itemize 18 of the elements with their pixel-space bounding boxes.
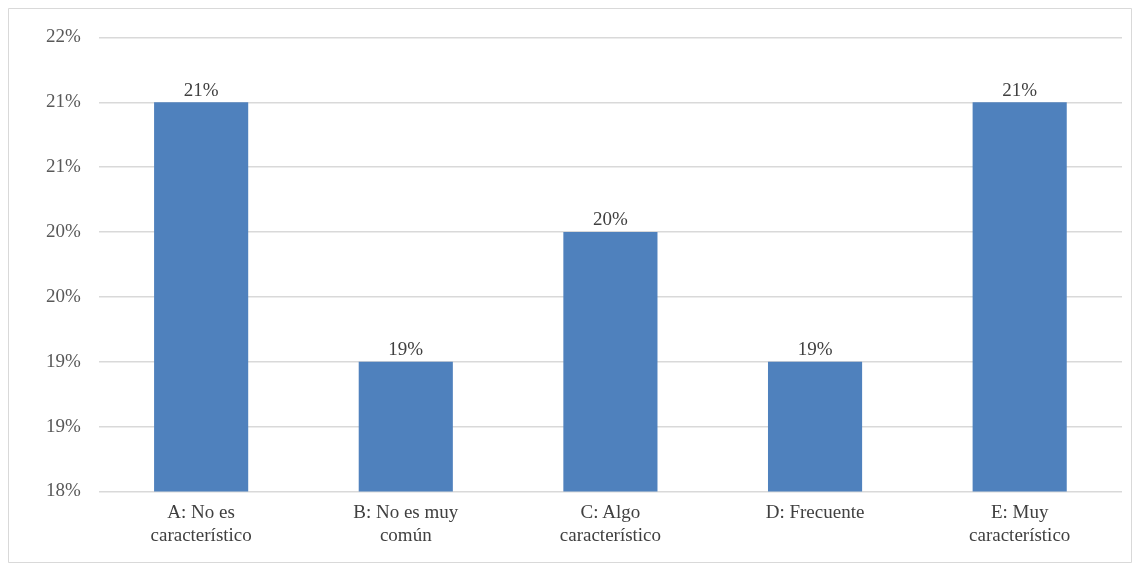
y-tick-label: 21% (46, 155, 81, 177)
data-label: 20% (593, 208, 628, 230)
data-label: 21% (1002, 78, 1038, 100)
y-tick-label: 19% (46, 414, 81, 436)
x-tick-label: B: No es muy común (353, 500, 459, 545)
y-tick-label: 18% (46, 479, 81, 501)
data-label: 21% (183, 78, 219, 100)
y-tick-label: 22% (46, 25, 81, 47)
data-label: 19% (388, 338, 424, 360)
x-tick-label: C: Algo característico (559, 500, 662, 545)
y-tick-label: 21% (46, 90, 81, 112)
x-tick-label: D: Frecuente (765, 500, 865, 522)
y-tick-label: 19% (46, 349, 81, 371)
y-tick-label: 20% (46, 219, 81, 241)
x-tick-label: E: Muy característico (969, 500, 1071, 545)
y-tick-label: 20% (46, 284, 81, 306)
data-label: 19% (797, 338, 833, 360)
x-tick-label: A: No es característico (150, 500, 252, 545)
